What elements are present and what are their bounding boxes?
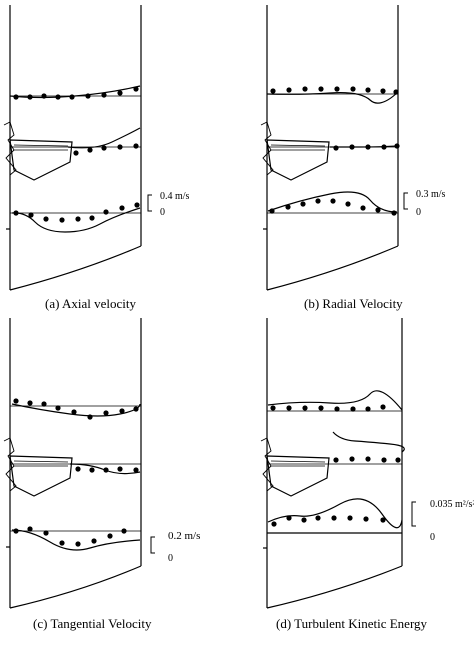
scale-zero-d: 0 [430,532,435,543]
panel-c [3,318,142,609]
sim-curve-a-bottom [11,207,141,233]
scale-label-a: 0.4 m/s [160,191,190,202]
sim-curve-b-mid [330,145,399,148]
panel-d [260,318,405,609]
impeller-b [260,121,330,181]
data-points-c [13,398,139,547]
scale-bar-c: 0.2 m/s 0 [150,530,200,564]
data-points-a [13,86,140,223]
scale-bar-a: 0.4 m/s 0 [147,191,190,218]
impeller-a [3,121,73,181]
scale-zero-b: 0 [416,207,421,218]
sim-curve-d-mid [332,431,405,453]
sim-curve-c-bottom [11,529,141,551]
scale-bar-d: 0.035 m²/s² 0 [411,499,474,543]
impeller-c [3,437,73,497]
caption-d: (d) Turbulent Kinetic Energy [276,616,428,631]
sim-curve-a-mid [67,127,141,149]
data-points-b [269,86,400,216]
sim-curve-d-top [267,390,403,411]
scale-bar-b: 0.3 m/s 0 [403,189,446,218]
scale-zero-c: 0 [168,553,173,564]
sim-curve-d-bottom [267,498,403,529]
panel-b [260,5,399,291]
scale-label-b: 0.3 m/s [416,189,446,200]
caption-a: (a) Axial velocity [45,296,136,311]
caption-b: (b) Radial Velocity [304,296,403,311]
scale-label-c: 0.2 m/s [168,530,200,542]
caption-c: (c) Tangential Velocity [33,616,152,631]
sim-curve-b-bottom [267,191,398,213]
sim-curve-b-top [266,91,399,104]
scale-zero-a: 0 [160,207,165,218]
data-points-d [270,404,401,527]
scale-label-d: 0.035 m²/s² [430,499,474,510]
impeller-d [260,437,330,497]
